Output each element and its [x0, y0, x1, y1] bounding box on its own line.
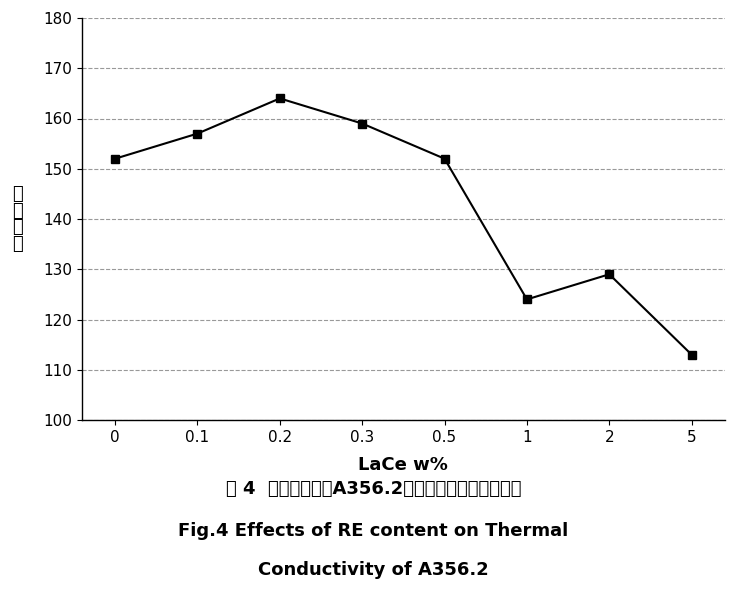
Text: 导
热
系
数: 导 热 系 数: [13, 185, 23, 253]
Text: Fig.4 Effects of RE content on Thermal: Fig.4 Effects of RE content on Thermal: [179, 522, 568, 540]
Text: Conductivity of A356.2: Conductivity of A356.2: [258, 561, 489, 579]
X-axis label: LaCe w%: LaCe w%: [359, 456, 448, 474]
Text: 图 4  稀土加入量对A356.2铝合金导热系数的影响。: 图 4 稀土加入量对A356.2铝合金导热系数的影响。: [226, 480, 521, 498]
